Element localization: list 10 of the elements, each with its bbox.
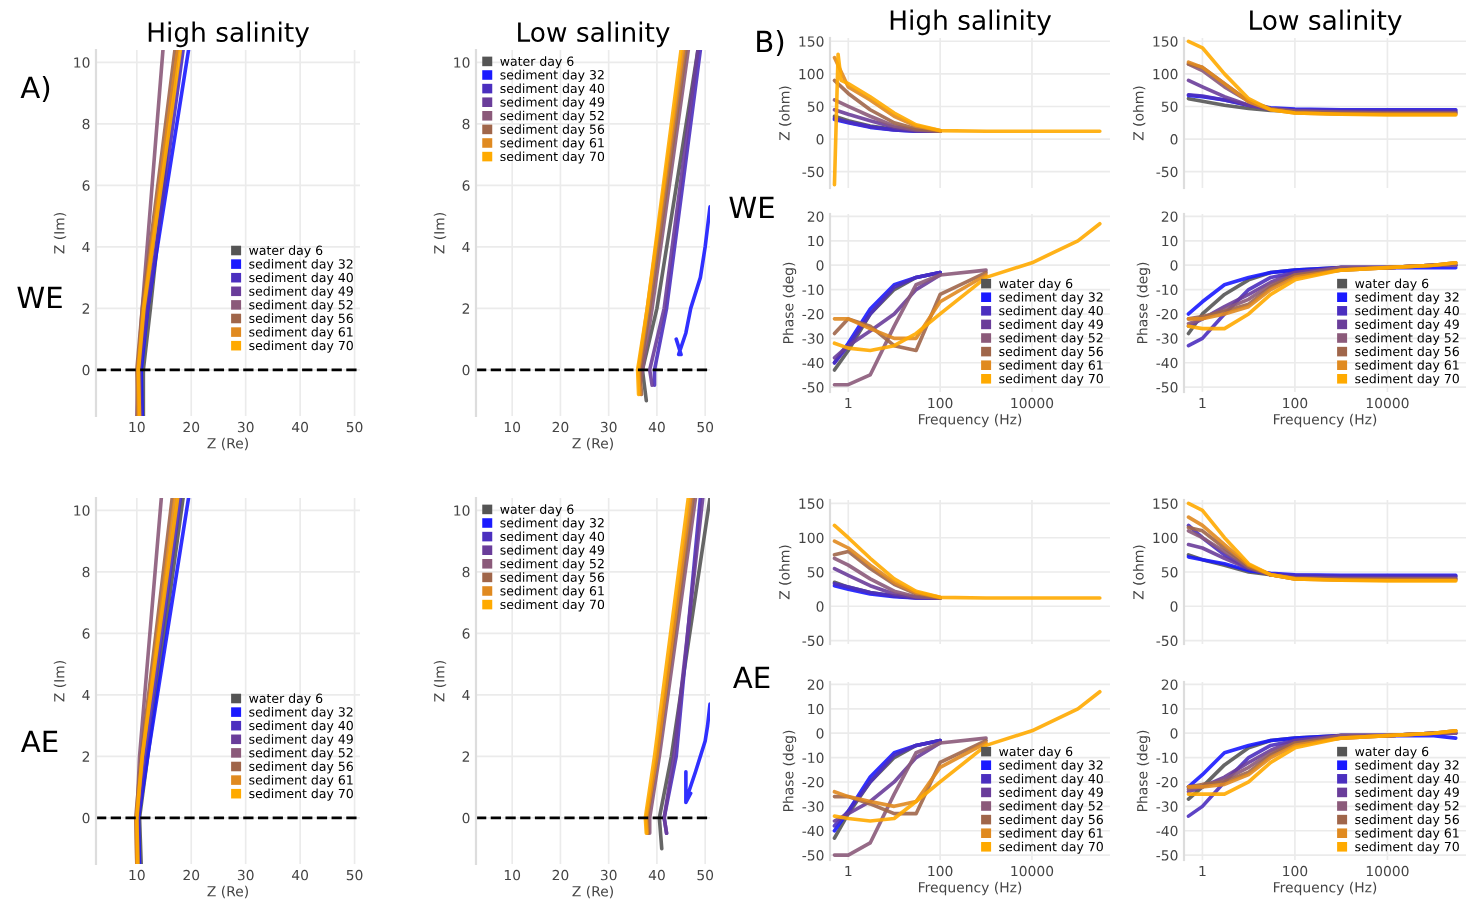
text: AE [21, 730, 58, 753]
text: WE [17, 286, 62, 309]
text: AE [733, 666, 770, 689]
chart-title: High salinity [890, 9, 1052, 36]
text: B) [757, 29, 784, 56]
text: WE [729, 196, 774, 219]
text: A) [20, 75, 50, 102]
chart-title: Low salinity [518, 21, 670, 48]
chart-title: Low salinity [1250, 9, 1402, 36]
chart-title: High salinity [148, 21, 310, 48]
